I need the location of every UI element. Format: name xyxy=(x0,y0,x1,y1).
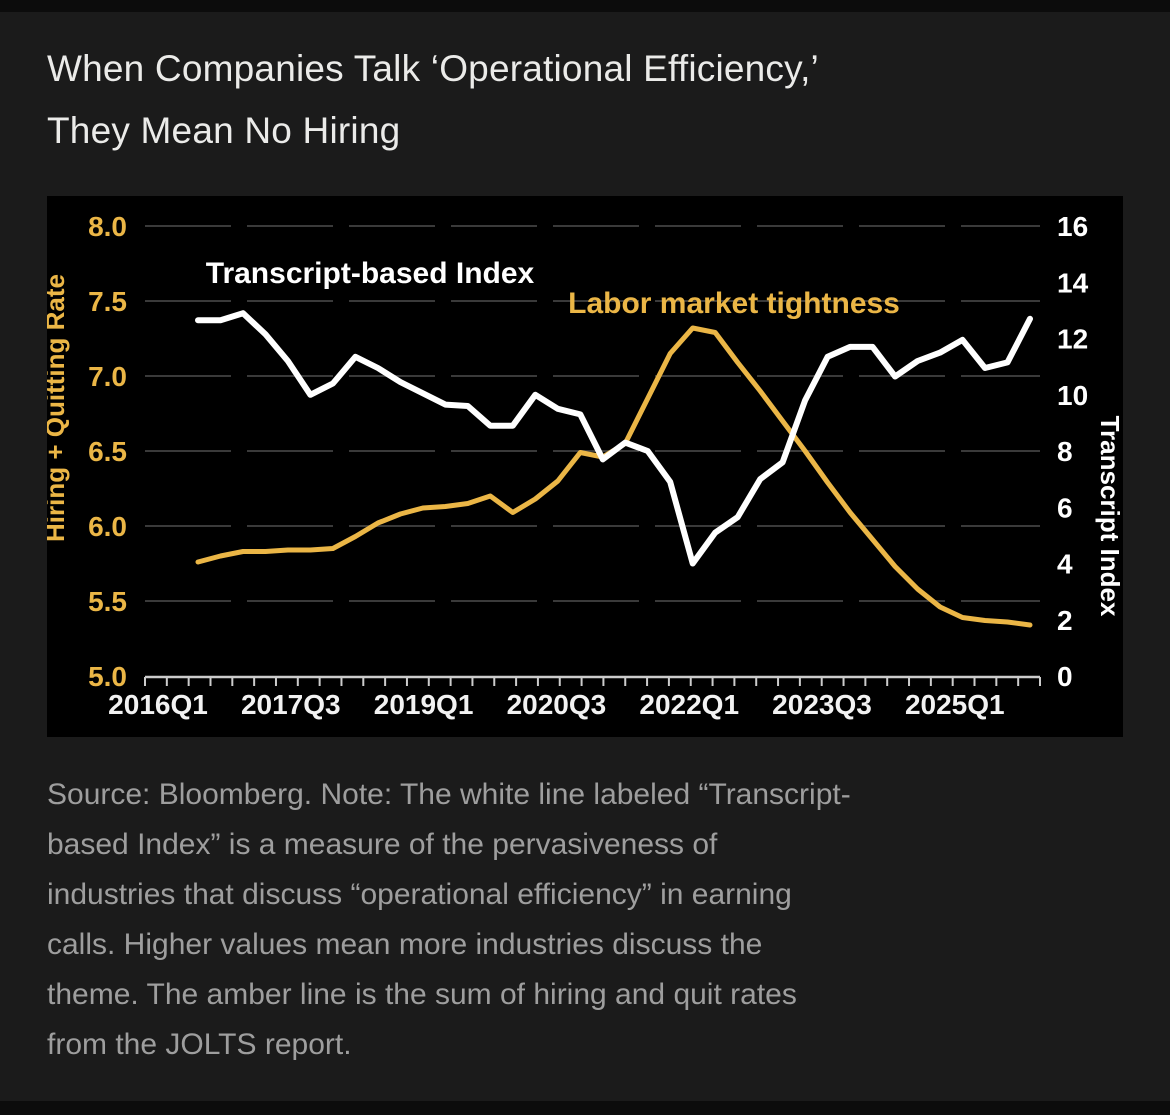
source-line: industries that discuss “operational eff… xyxy=(47,878,792,911)
source-note: Source: Bloomberg. Note: The white line … xyxy=(47,770,1147,1070)
x-tick-label: 2017Q3 xyxy=(241,689,341,720)
right-tick-label: 0 xyxy=(1057,661,1073,692)
x-tick-label: 2019Q1 xyxy=(374,689,474,720)
title-line-2: They Mean No Hiring xyxy=(47,110,401,151)
left-tick-label: 6.5 xyxy=(88,436,127,467)
article-title: When Companies Talk ‘Operational Efficie… xyxy=(47,38,819,162)
left-tick-label: 5.0 xyxy=(88,661,127,692)
transcript-index-label: Transcript-based Index xyxy=(206,257,535,290)
x-tick-label: 2023Q3 xyxy=(772,689,872,720)
left-tick-label: 7.5 xyxy=(88,286,127,317)
bottom-edge-bar xyxy=(0,1101,1170,1115)
transcript-index-line xyxy=(195,310,1033,567)
source-line: Source: Bloomberg. Note: The white line … xyxy=(47,778,851,811)
left-tick-label: 6.0 xyxy=(88,511,127,542)
left-tick-label: 5.5 xyxy=(88,586,127,617)
right-axis-title: Transcript Index xyxy=(1095,416,1123,617)
right-tick-label: 4 xyxy=(1057,549,1073,580)
x-tick-label: 2025Q1 xyxy=(905,689,1005,720)
right-tick-label: 6 xyxy=(1057,492,1073,523)
left-axis-title: Hiring + Quitting Rate xyxy=(47,274,70,542)
source-line: based Index” is a measure of the pervasi… xyxy=(47,828,718,861)
right-tick-label: 10 xyxy=(1057,380,1088,411)
labor-tightness-label: Labor market tightness xyxy=(568,287,900,320)
dual-axis-line-chart: 2016Q1 2017Q3 2019Q1 2020Q3 2022Q1 2023Q3 2025… xyxy=(47,211,1123,720)
right-tick-label: 8 xyxy=(1057,436,1073,467)
x-tick-label: 2020Q3 xyxy=(507,689,607,720)
x-tick-label: 2016Q1 xyxy=(108,689,208,720)
right-tick-label: 2 xyxy=(1057,605,1073,636)
right-tick-label: 16 xyxy=(1057,211,1088,242)
source-line: calls. Higher values mean more industrie… xyxy=(47,928,763,961)
left-tick-label: 7.0 xyxy=(88,361,127,392)
top-edge-bar xyxy=(0,0,1170,12)
source-line: from the JOLTS report. xyxy=(47,1028,352,1061)
right-tick-label: 14 xyxy=(1057,267,1089,298)
title-line-1: When Companies Talk ‘Operational Efficie… xyxy=(47,48,819,89)
right-tick-label: 12 xyxy=(1057,324,1088,355)
chart-panel: 2016Q1 2017Q3 2019Q1 2020Q3 2022Q1 2023Q3 2025… xyxy=(47,196,1123,737)
source-line: theme. The amber line is the sum of hiri… xyxy=(47,978,797,1011)
left-tick-label: 8.0 xyxy=(88,211,127,242)
x-tick-label: 2022Q1 xyxy=(639,689,739,720)
